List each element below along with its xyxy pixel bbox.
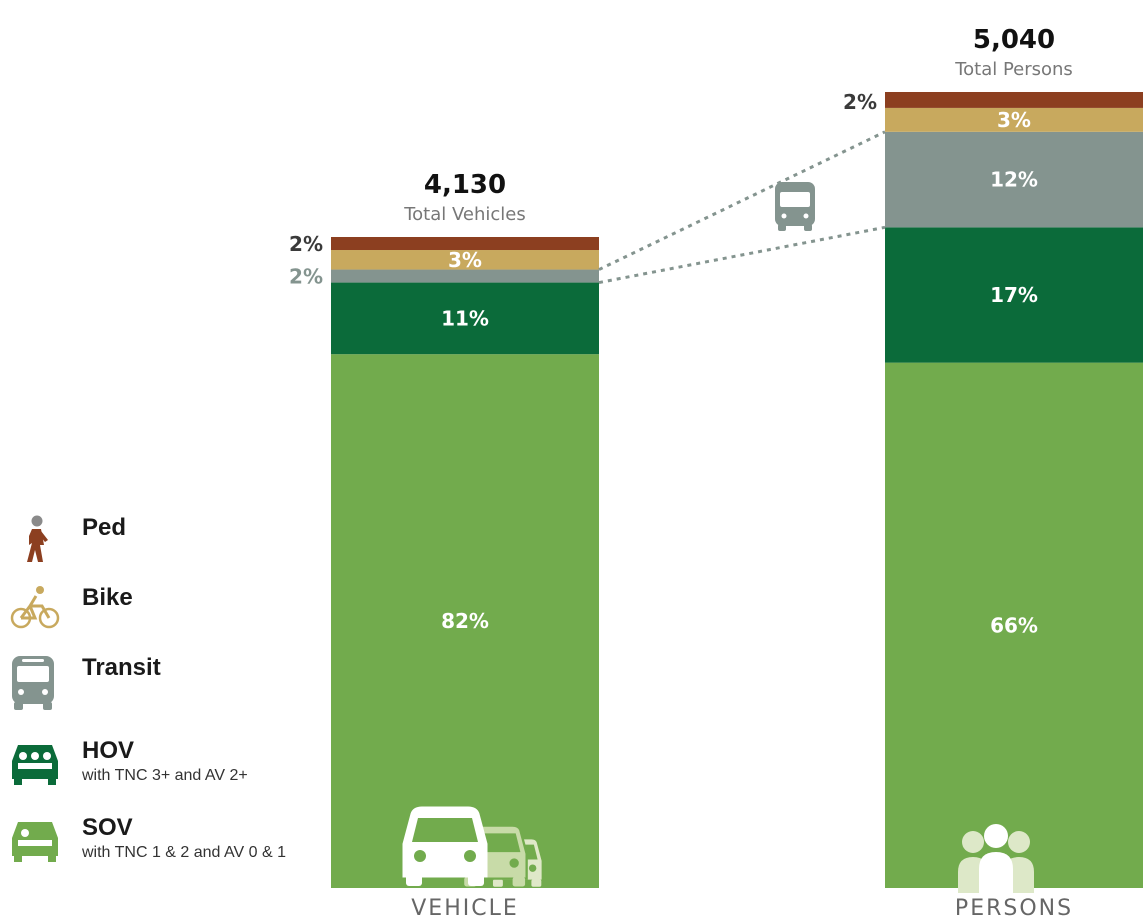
connector-line: [598, 130, 886, 271]
legend-item-hov: HOV with TNC 3+ and AV 2+: [8, 735, 348, 805]
bus-icon: [12, 656, 54, 710]
total-value: 5,040: [973, 25, 1055, 55]
vehicles-icon: [402, 806, 544, 887]
data-label: 11%: [441, 306, 489, 330]
bar-segment-hov: [885, 227, 1143, 363]
carpool-icon: [12, 745, 58, 785]
bar-segment-ped: [331, 237, 599, 251]
data-label: 3%: [997, 108, 1031, 132]
bar-segment-ped: [885, 92, 1143, 108]
bar-segment-bike: [331, 250, 599, 270]
connector-line: [598, 225, 886, 285]
legend-label: Transit: [82, 654, 161, 681]
bar-segment-transit: [885, 131, 1143, 228]
bar-segment-transit: [331, 269, 599, 283]
data-label: 2%: [289, 265, 323, 289]
bar-segment-sov: [885, 362, 1143, 888]
bicycle-icon: [10, 586, 60, 629]
legend-label: SOV: [82, 814, 133, 841]
data-label: 82%: [441, 609, 489, 633]
bar-segment-sov: [331, 354, 599, 888]
data-label: 12%: [990, 168, 1038, 192]
legend-sublabel: with TNC 3+ and AV 2+: [82, 767, 248, 784]
legend-item-bike: Bike: [8, 582, 348, 652]
legend-label: HOV: [82, 737, 135, 764]
data-label: 2%: [289, 232, 323, 256]
legend-item-ped: Ped: [8, 512, 348, 582]
category-label: PERSONS: [955, 896, 1073, 918]
legend-label: Ped: [82, 514, 127, 541]
legend-item-sov: SOV with TNC 1 & 2 and AV 0 & 1: [8, 812, 348, 882]
legend-sublabel: with TNC 1 & 2 and AV 0 & 1: [82, 844, 286, 861]
legend-label: Bike: [82, 584, 133, 611]
category-label: VEHICLE: [411, 896, 519, 918]
data-label: 66%: [990, 613, 1038, 637]
bus-icon: [775, 182, 815, 231]
pedestrian-icon: [27, 515, 48, 562]
total-value: 4,130: [424, 170, 506, 200]
data-label: 3%: [448, 248, 482, 272]
data-label: 2%: [843, 90, 877, 114]
total-label: Total Persons: [954, 59, 1073, 80]
total-label: Total Vehicles: [403, 204, 526, 225]
data-label: 17%: [990, 283, 1038, 307]
persons-icon: [958, 824, 1034, 896]
car-icon: [12, 822, 58, 862]
bar-segment-hov: [331, 282, 599, 355]
legend-item-transit: Transit: [8, 652, 348, 722]
bar-segment-bike: [885, 107, 1143, 132]
